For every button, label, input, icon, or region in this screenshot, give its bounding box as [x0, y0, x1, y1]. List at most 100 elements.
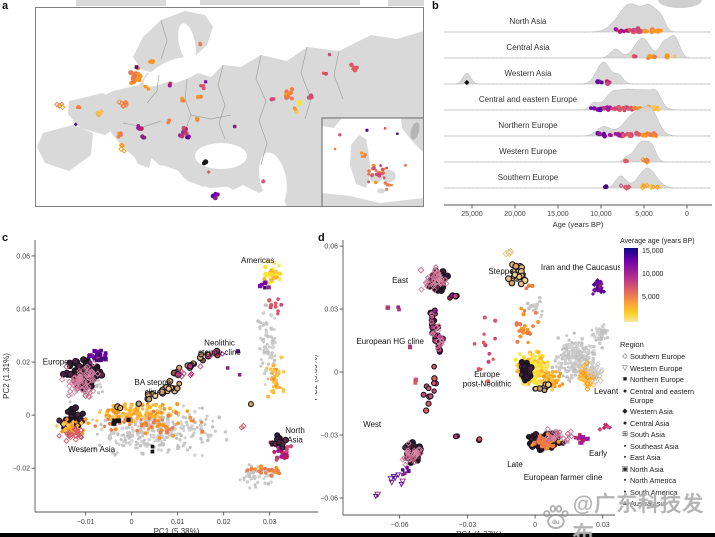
legend-region-label: Central and eastern Europe — [630, 386, 695, 405]
svg-text:0: 0 — [26, 413, 30, 420]
legend-region-item: ● Central Asia — [620, 419, 715, 428]
legend-region-marker-icon: ▽ — [622, 364, 628, 372]
ridge-sample-points — [613, 26, 663, 35]
top-crop-artifact — [388, 0, 424, 6]
panel-b-ridgeline: North Asia Central Asia Western Asia Centra… — [428, 0, 715, 235]
map-data-points — [54, 41, 359, 201]
svg-text:Southern Europe: Southern Europe — [498, 173, 559, 182]
legend-region-marker-icon: ■ — [622, 376, 628, 383]
scatter-points — [54, 259, 294, 490]
colorbar-tick-10000: 10,000 — [642, 271, 664, 278]
svg-text:Central Asia: Central Asia — [506, 43, 550, 52]
svg-text:North: North — [285, 426, 305, 435]
top-crop-artifact — [76, 0, 166, 6]
map-inset-points — [333, 126, 407, 191]
svg-text:Neolithic: Neolithic — [204, 339, 235, 348]
svg-text:0.03: 0.03 — [324, 307, 338, 314]
pca-c-svg: −0.01 0 0.01 0.02 0.03 −0.02 0 0.02 0.04 0.06 PC1 … — [2, 240, 318, 536]
legend-region-label: East Asia — [630, 453, 661, 462]
map-frame — [35, 7, 424, 207]
svg-text:Americas: Americas — [241, 256, 274, 265]
age-colorbar: 15,000 10,000 5,000 — [620, 248, 715, 326]
svg-text:Western Asia: Western Asia — [505, 69, 553, 78]
svg-text:European HG cline: European HG cline — [356, 337, 424, 346]
legend-region-item: ● Central and eastern Europe — [620, 387, 715, 405]
svg-text:West: West — [363, 420, 382, 429]
legend-region-label: South America — [630, 487, 678, 497]
scatter-points — [372, 247, 612, 500]
legend: Average age (years BP) 15,000 10,000 5,0… — [620, 238, 715, 511]
ridge-sample-points — [602, 182, 663, 191]
region-legend-list: ◇ Southern Europe ▽ Western Europe ■ Northern… — [620, 352, 715, 508]
svg-text:Western Europe: Western Europe — [499, 147, 557, 156]
colorbar-tick-15000: 15,000 — [642, 248, 664, 255]
legend-region-item: ◇ Southern Europe — [620, 352, 715, 361]
svg-text:Steppe: Steppe — [488, 267, 514, 276]
svg-text:European farmer cline: European farmer cline — [524, 473, 603, 482]
svg-text:Central and eastern Europe: Central and eastern Europe — [479, 95, 578, 104]
svg-text:0.04: 0.04 — [16, 306, 30, 313]
legend-region-label: North America — [630, 476, 677, 485]
svg-text:Northern Europe: Northern Europe — [498, 121, 558, 130]
top-crop-artifact — [658, 0, 702, 8]
svg-text:0.06: 0.06 — [16, 253, 30, 260]
age-colorbar-title: Average age (years BP) — [620, 238, 695, 245]
legend-region-marker-icon: ▲ — [621, 500, 629, 507]
legend-region-item: ▽ Western Europe — [620, 364, 715, 373]
svg-text:Western Asia: Western Asia — [68, 445, 116, 454]
legend-region-marker-icon: • — [623, 488, 627, 496]
svg-text:5,000: 5,000 — [635, 211, 653, 218]
panel-c-pca: −0.01 0 0.01 0.02 0.03 −0.02 0 0.02 0.04 0.06 PC1 … — [0, 230, 320, 537]
panel-label-d: d — [318, 232, 325, 244]
svg-text:steppe cline: steppe cline — [198, 348, 241, 357]
panel-label-b: b — [432, 0, 439, 12]
legend-region-label: Central Asia — [630, 418, 670, 428]
svg-text:Europe: Europe — [474, 370, 500, 379]
svg-text:−0.01: −0.01 — [77, 519, 95, 526]
svg-text:0.02: 0.02 — [217, 519, 231, 526]
svg-text:0: 0 — [130, 519, 134, 526]
svg-text:Age (years BP): Age (years BP) — [553, 220, 604, 229]
svg-text:Iran and the Caucasus: Iran and the Caucasus — [541, 263, 620, 272]
legend-region-label: Western Asia — [630, 407, 673, 416]
legend-region-marker-icon: ▣ — [621, 465, 629, 473]
svg-text:Asia: Asia — [287, 436, 303, 445]
svg-text:0.02: 0.02 — [16, 360, 30, 367]
ridge-sample-points — [623, 156, 651, 165]
legend-region-marker-icon: ◆ — [622, 408, 628, 415]
svg-text:10,000: 10,000 — [590, 211, 612, 218]
scatter-annotations: East Steppe Iran and the Caucasus European … — [356, 263, 621, 482]
legend-region-marker-icon: ▪ — [623, 477, 627, 484]
svg-text:−0.02: −0.02 — [12, 466, 30, 473]
legend-region-item: ▲ Australasia — [620, 499, 715, 508]
panel-label-a: a — [2, 0, 9, 12]
ridge-sample-points — [631, 52, 677, 60]
svg-text:−0.06: −0.06 — [391, 522, 409, 529]
bottom-crop-bar — [0, 533, 715, 537]
legend-region-marker-icon: ▪ — [623, 454, 627, 461]
svg-text:PC1 (5.38%): PC1 (5.38%) — [154, 527, 200, 536]
legend-region-marker-icon: ● — [622, 419, 628, 427]
svg-text:cline: cline — [145, 388, 162, 397]
legend-region-label: Southern Europe — [630, 352, 686, 361]
age-colorbar-gradient — [624, 248, 638, 322]
top-crop-artifact — [200, 0, 360, 5]
panel-label-c: c — [2, 232, 9, 244]
colorbar-tick-5000: 5,000 — [642, 294, 660, 301]
panel-a-map — [35, 0, 425, 212]
ridgeline-svg: North Asia Central Asia Western Asia Centra… — [444, 3, 712, 229]
svg-text:0: 0 — [334, 370, 338, 377]
svg-text:0.03: 0.03 — [596, 522, 610, 529]
region-legend-title: Region — [620, 340, 644, 349]
svg-text:Late: Late — [507, 460, 523, 469]
svg-text:Levant: Levant — [594, 387, 619, 396]
svg-text:−0.03: −0.03 — [320, 433, 338, 440]
legend-region-marker-icon: ◇ — [622, 353, 628, 360]
svg-text:0: 0 — [533, 522, 537, 529]
legend-region-item: ▪ North America — [620, 476, 715, 485]
legend-region-label: Australasia — [630, 499, 667, 508]
